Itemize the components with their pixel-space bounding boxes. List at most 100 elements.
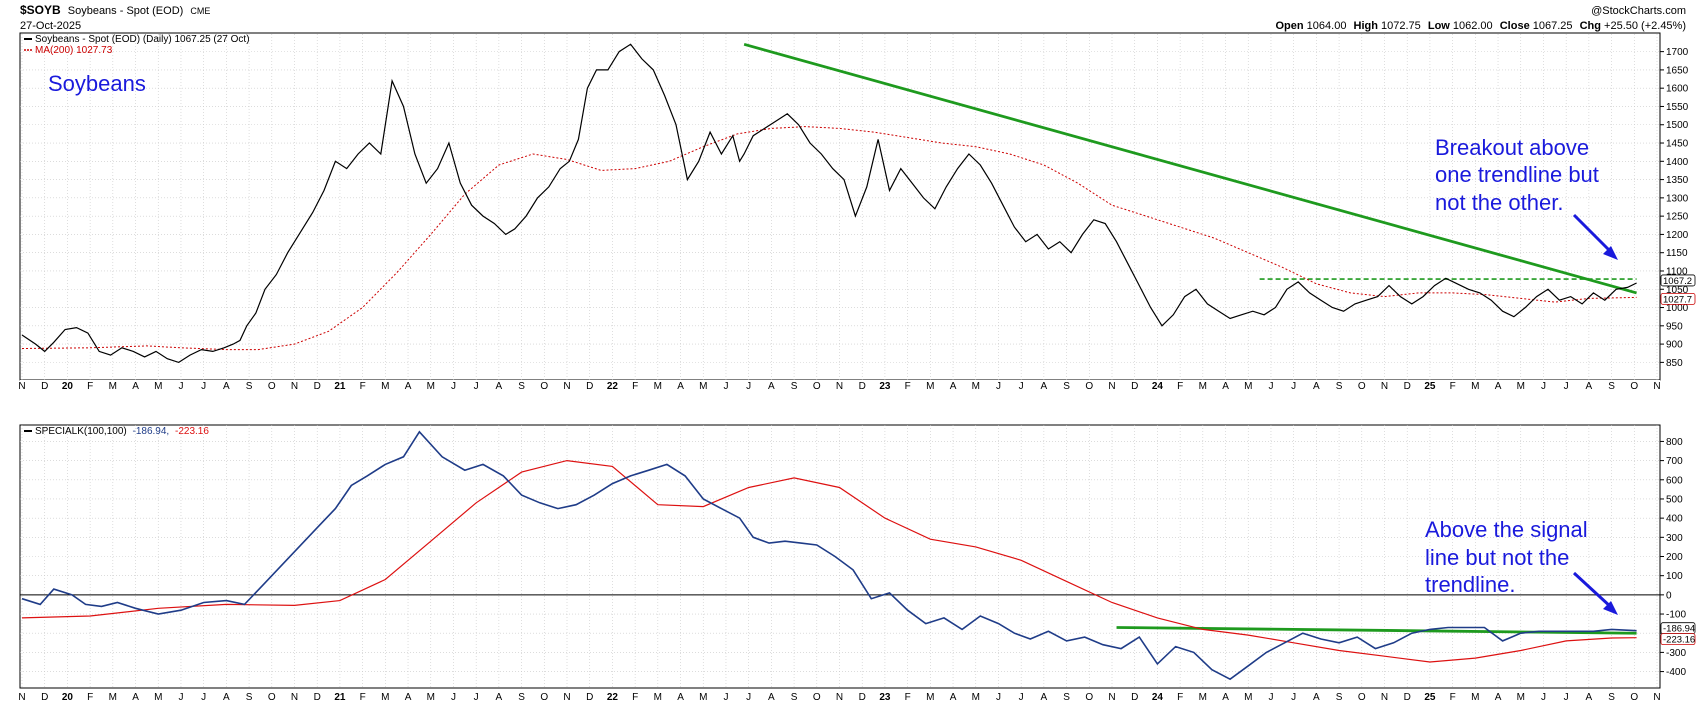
price-x-tick-label: D bbox=[41, 381, 48, 392]
indicator-x-tick-label: A bbox=[1313, 692, 1320, 703]
indicator-x-tick-label: A bbox=[677, 692, 684, 703]
price-x-tick-label: J bbox=[1019, 381, 1024, 392]
indicator-x-tick-label: S bbox=[1063, 692, 1070, 703]
indicator-legend: SPECIALK(100,100) -186.94, -223.16 bbox=[24, 426, 209, 437]
price-x-tick-label: D bbox=[586, 381, 593, 392]
indicator-y-tick-label: -100 bbox=[1666, 610, 1686, 621]
price-x-tick-label: J bbox=[723, 381, 728, 392]
price-x-tick-label: S bbox=[791, 381, 798, 392]
price-x-tick-label: S bbox=[1063, 381, 1070, 392]
indicator-legend-label: SPECIALK(100,100) -186.94, -223.16 bbox=[35, 426, 209, 437]
price-x-tick-label: N bbox=[18, 381, 25, 392]
indicator-x-tick-label: 20 bbox=[62, 692, 74, 703]
price-x-axis: N D 20 F M A M J J A S O N D 21 F M A M J J A S O N D 22 F M A M J J A S O N… bbox=[18, 381, 1660, 392]
indicator-x-tick-label: J bbox=[1541, 692, 1546, 703]
price-x-tick-label: D bbox=[1131, 381, 1138, 392]
indicator-x-tick-label: F bbox=[87, 692, 93, 703]
indicator-x-tick-label: O bbox=[1358, 692, 1366, 703]
price-x-tick-label: J bbox=[1564, 381, 1569, 392]
indicator-annotation: Above the signal line but not the trendl… bbox=[1425, 517, 1618, 615]
indicator-value-chip-label: -186.94 bbox=[1663, 624, 1695, 635]
indicator-x-tick-label: A bbox=[950, 692, 957, 703]
indicator-x-tick-label: J bbox=[1268, 692, 1273, 703]
indicator-value-chips: -186.94-223.16 bbox=[1660, 622, 1696, 646]
indicator-x-tick-label: F bbox=[360, 692, 366, 703]
indicator-x-tick-label: 23 bbox=[879, 692, 891, 703]
indicator-x-tick-label: A bbox=[1495, 692, 1502, 703]
price-x-tick-label: S bbox=[246, 381, 253, 392]
ma200-line bbox=[21, 126, 1637, 351]
indicator-x-tick-label: M bbox=[972, 692, 980, 703]
indicator-x-tick-label: S bbox=[1336, 692, 1343, 703]
price-x-tick-label: S bbox=[1608, 381, 1615, 392]
indicator-x-tick-label: S bbox=[246, 692, 253, 703]
price-line bbox=[21, 43, 1637, 364]
indicator-x-tick-label: A bbox=[1222, 692, 1229, 703]
indicator-x-tick-label: D bbox=[1131, 692, 1138, 703]
indicator-x-tick-label: J bbox=[1291, 692, 1296, 703]
indicator-x-tick-label: N bbox=[18, 692, 25, 703]
indicator-x-tick-label: D bbox=[1404, 692, 1411, 703]
indicator-x-tick-label: D bbox=[41, 692, 48, 703]
copyright-label: @StockCharts.com bbox=[1591, 5, 1686, 17]
price-x-tick-label: O bbox=[813, 381, 821, 392]
price-grid bbox=[20, 34, 1660, 380]
price-y-tick-label: 1400 bbox=[1666, 157, 1689, 168]
price-x-tick-label: 25 bbox=[1424, 381, 1436, 392]
indicator-x-tick-label: M bbox=[699, 692, 707, 703]
price-y-tick-label: 850 bbox=[1666, 358, 1683, 369]
price-x-tick-label: J bbox=[178, 381, 183, 392]
price-x-tick-label: O bbox=[540, 381, 548, 392]
exchange-label: CME bbox=[190, 6, 210, 16]
indicator-x-tick-label: A bbox=[223, 692, 230, 703]
indicator-x-tick-label: A bbox=[496, 692, 503, 703]
indicator-x-tick-label: M bbox=[427, 692, 435, 703]
indicator-y-tick-label: -300 bbox=[1666, 648, 1686, 659]
price-panel-title: Soybeans bbox=[48, 71, 146, 96]
price-y-tick-label: 1550 bbox=[1666, 102, 1689, 113]
chart-header: $SOYB Soybeans - Spot (EOD) CME 27-Oct-2… bbox=[20, 3, 1686, 32]
indicator-x-tick-label: N bbox=[291, 692, 298, 703]
indicator-x-tick-label: 24 bbox=[1152, 692, 1164, 703]
price-y-tick-label: 1050 bbox=[1666, 285, 1689, 296]
price-x-tick-label: J bbox=[1541, 381, 1546, 392]
price-value-chips: 1067.2 1027.7 bbox=[1660, 274, 1696, 305]
ma-legend-label: MA(200) 1027.73 bbox=[35, 45, 113, 56]
svg-text:$SOYB Soybeans - Spot (E: $SOYB Soybeans - Spot (EOD) CME bbox=[20, 3, 210, 17]
price-legend: Soybeans - Spot (EOD) (Daily) 1067.25 (2… bbox=[24, 34, 250, 56]
price-y-tick-label: 900 bbox=[1666, 340, 1683, 351]
indicator-x-axis: N D 20 F M A M J J A S O N D 21 F M A M J J A S O N D 22 F M A M J J A S O N… bbox=[18, 692, 1660, 703]
indicator-x-tick-label: J bbox=[723, 692, 728, 703]
price-x-tick-label: S bbox=[518, 381, 525, 392]
indicator-x-tick-label: A bbox=[405, 692, 412, 703]
indicator-x-tick-label: M bbox=[654, 692, 662, 703]
indicator-y-tick-label: 700 bbox=[1666, 456, 1683, 467]
price-x-tick-label: A bbox=[1495, 381, 1502, 392]
price-x-tick-label: J bbox=[996, 381, 1001, 392]
indicator-annotation-arrowhead bbox=[1603, 601, 1618, 615]
indicator-grid bbox=[20, 425, 1660, 688]
indicator-x-tick-label: A bbox=[768, 692, 775, 703]
price-y-tick-label: 1500 bbox=[1666, 120, 1689, 131]
price-x-tick-label: M bbox=[1199, 381, 1207, 392]
indicator-x-tick-label: 22 bbox=[607, 692, 619, 703]
indicator-y-tick-label: 300 bbox=[1666, 533, 1683, 544]
indicator-annotation-line-2: line but not the bbox=[1425, 545, 1569, 570]
price-x-tick-label: N bbox=[1108, 381, 1115, 392]
signal-line bbox=[21, 459, 1637, 663]
indicator-x-tick-label: M bbox=[1471, 692, 1479, 703]
price-x-tick-label: D bbox=[859, 381, 866, 392]
indicator-x-tick-label: S bbox=[518, 692, 525, 703]
price-x-tick-label: M bbox=[972, 381, 980, 392]
price-annotation: Breakout above one trendline but not the… bbox=[1435, 135, 1618, 260]
price-x-tick-label: A bbox=[1041, 381, 1048, 392]
price-x-tick-label: O bbox=[1358, 381, 1366, 392]
indicator-x-tick-label: O bbox=[540, 692, 548, 703]
indicator-x-tick-label: J bbox=[996, 692, 1001, 703]
indicator-x-tick-label: D bbox=[314, 692, 321, 703]
price-x-tick-label: F bbox=[1450, 381, 1456, 392]
price-x-tick-label: F bbox=[632, 381, 638, 392]
indicator-y-tick-label: 100 bbox=[1666, 571, 1683, 582]
indicator-x-tick-label: A bbox=[1586, 692, 1593, 703]
